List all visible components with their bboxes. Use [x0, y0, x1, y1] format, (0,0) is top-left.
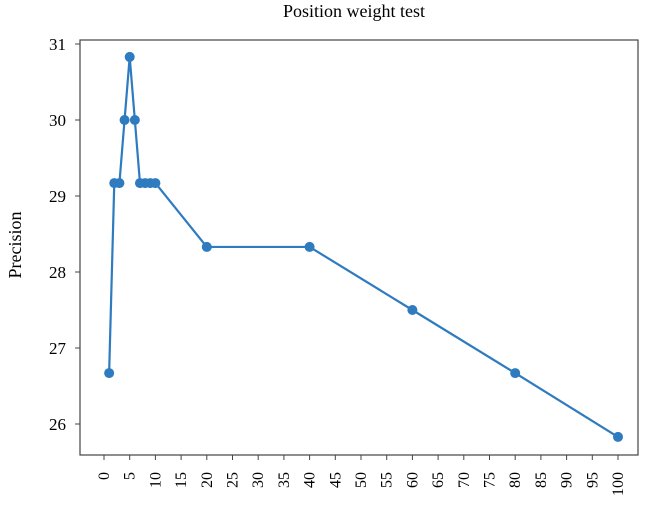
x-tick-label: 100	[610, 472, 627, 496]
data-point	[510, 368, 521, 379]
x-tick-label: 50	[353, 472, 370, 488]
x-tick-label: 55	[379, 472, 396, 488]
series-layer	[104, 51, 623, 442]
x-axis: 0 5 10 15 20 25 30 35 40 45 50 55 60 65 70 75 80 85 90 95 10…	[96, 455, 627, 496]
series-line	[108, 55, 620, 439]
data-point	[119, 115, 130, 125]
y-tick-label: 27	[49, 339, 67, 358]
y-tick-label: 30	[49, 111, 66, 130]
data-point	[114, 178, 125, 189]
data-point	[124, 51, 135, 62]
x-tick-label: 80	[507, 472, 524, 488]
data-point	[150, 178, 161, 189]
x-tick-label: 60	[404, 472, 421, 488]
x-tick-label: 70	[456, 472, 473, 488]
plot-area-frame	[79, 39, 639, 456]
data-point	[104, 368, 115, 379]
x-tick-label: 40	[302, 472, 319, 488]
x-tick-label: 0	[96, 472, 113, 480]
chart-title: Position weight test	[283, 1, 425, 21]
y-tick-label: 29	[49, 187, 66, 206]
data-point	[304, 241, 315, 252]
y-tick-label: 28	[49, 263, 66, 282]
x-tick-label: 25	[225, 472, 242, 488]
x-tick-label: 95	[584, 472, 601, 488]
x-tick-label: 20	[199, 472, 216, 488]
x-tick-label: 30	[250, 472, 267, 488]
y-axis-title: Precision	[5, 212, 25, 279]
y-axis: 26 27 28 29 30 31	[49, 35, 80, 434]
x-tick-label: 35	[276, 472, 293, 488]
x-tick-label: 65	[430, 472, 447, 488]
data-point	[201, 241, 212, 252]
y-tick-label: 31	[49, 35, 66, 54]
x-tick-label: 45	[327, 472, 344, 488]
x-tick-label: 90	[559, 472, 576, 488]
x-tick-label: 15	[173, 472, 190, 488]
y-tick-label: 26	[49, 415, 66, 434]
data-point	[613, 431, 623, 442]
x-tick-label: 85	[533, 472, 550, 488]
x-tick-label: 10	[147, 472, 164, 488]
data-point	[129, 115, 140, 125]
x-tick-label: 5	[122, 472, 139, 480]
x-tick-label: 75	[482, 472, 499, 488]
data-point	[407, 305, 418, 315]
